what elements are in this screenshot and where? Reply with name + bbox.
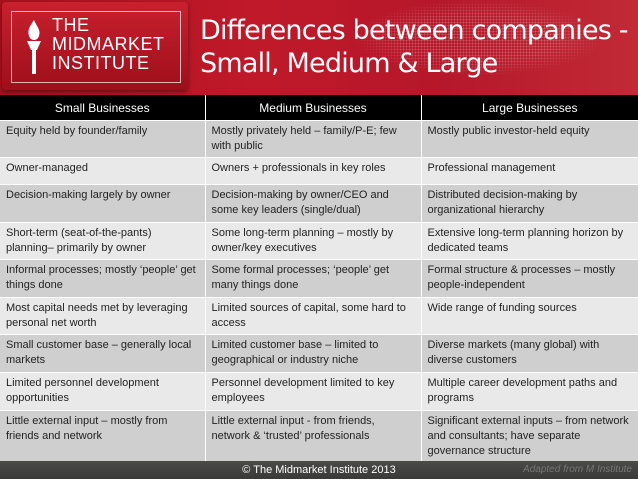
header-large: Large Businesses — [421, 95, 638, 121]
title-line-1: Differences between companies - — [200, 15, 629, 46]
table-header-row: Small Businesses Medium Businesses Large… — [0, 95, 638, 121]
cell-medium: Limited sources of capital, some hard to… — [205, 297, 422, 335]
cell-medium: Decision-making by owner/CEO and some ke… — [205, 184, 422, 223]
table-row: Owner-managed Owners + professionals in k… — [0, 157, 638, 185]
header-medium: Medium Businesses — [205, 95, 422, 121]
table-row: Short-term (seat-of-the-pants) planning–… — [0, 222, 638, 260]
cell-large: Extensive long-term planning horizon by … — [421, 222, 638, 260]
cell-small: Owner-managed — [0, 157, 206, 185]
cell-small: Little external input – mostly from frie… — [0, 410, 206, 462]
torch-icon — [27, 20, 41, 74]
table-row: Little external input – mostly from frie… — [0, 410, 638, 462]
footer-bar: © The Midmarket Institute 2013 Adapted f… — [0, 461, 638, 479]
credit-text: Adapted from M Institute — [523, 464, 632, 475]
cell-small: Limited personnel development opportunit… — [0, 372, 206, 411]
cell-small: Short-term (seat-of-the-pants) planning–… — [0, 222, 206, 260]
cell-medium: Mostly privately held – family/P-E; few … — [205, 120, 422, 158]
cell-medium: Personnel development limited to key emp… — [205, 372, 422, 411]
cell-large: Diverse markets (many global) with diver… — [421, 334, 638, 373]
table-row: Limited personnel development opportunit… — [0, 372, 638, 411]
cell-large: Distributed decision-making by organizat… — [421, 184, 638, 223]
cell-large: Wide range of funding sources — [421, 297, 638, 335]
cell-small: Most capital needs met by leveraging per… — [0, 297, 206, 335]
title-banner: THE MIDMARKET INSTITUTE Differences betw… — [0, 0, 638, 95]
logo-text-midmarket: MIDMARKET — [52, 34, 165, 54]
midmarket-institute-logo: THE MIDMARKET INSTITUTE — [2, 2, 188, 90]
cell-small: Informal processes; mostly ‘people’ get … — [0, 259, 206, 298]
cell-small: Equity held by founder/family — [0, 120, 206, 158]
logo-text-the: THE — [52, 15, 90, 35]
cell-medium: Some long-term planning – mostly by owne… — [205, 222, 422, 260]
cell-large: Significant external inputs – from netwo… — [421, 410, 638, 462]
cell-large: Mostly public investor-held equity — [421, 120, 638, 158]
cell-large: Professional management — [421, 157, 638, 185]
cell-large: Multiple career development paths and pr… — [421, 372, 638, 411]
cell-large: Formal structure & processes – mostly pe… — [421, 259, 638, 298]
table-row: Equity held by founder/family Mostly priv… — [0, 120, 638, 158]
cell-small: Small customer base – generally local ma… — [0, 334, 206, 373]
cell-medium: Some formal processes; ‘people’ get many… — [205, 259, 422, 298]
cell-medium: Limited customer base – limited to geogr… — [205, 334, 422, 373]
cell-medium: Owners + professionals in key roles — [205, 157, 422, 185]
world-map-graphic — [348, 0, 608, 95]
header-small: Small Businesses — [0, 95, 206, 121]
table-row: Decision-making largely by owner Decision… — [0, 184, 638, 223]
table-row: Small customer base – generally local ma… — [0, 334, 638, 373]
cell-small: Decision-making largely by owner — [0, 184, 206, 223]
copyright-text: © The Midmarket Institute 2013 — [242, 464, 396, 476]
cell-medium: Little external input - from friends, ne… — [205, 410, 422, 462]
comparison-table: Small Businesses Medium Businesses Large… — [0, 95, 638, 462]
title-line-2: Small, Medium & Large — [200, 48, 498, 79]
table-row: Most capital needs met by leveraging per… — [0, 297, 638, 335]
table-row: Informal processes; mostly ‘people’ get … — [0, 259, 638, 298]
logo-text-institute: INSTITUTE — [52, 53, 150, 73]
slide-title: Differences between companies - Small, M… — [200, 14, 629, 80]
